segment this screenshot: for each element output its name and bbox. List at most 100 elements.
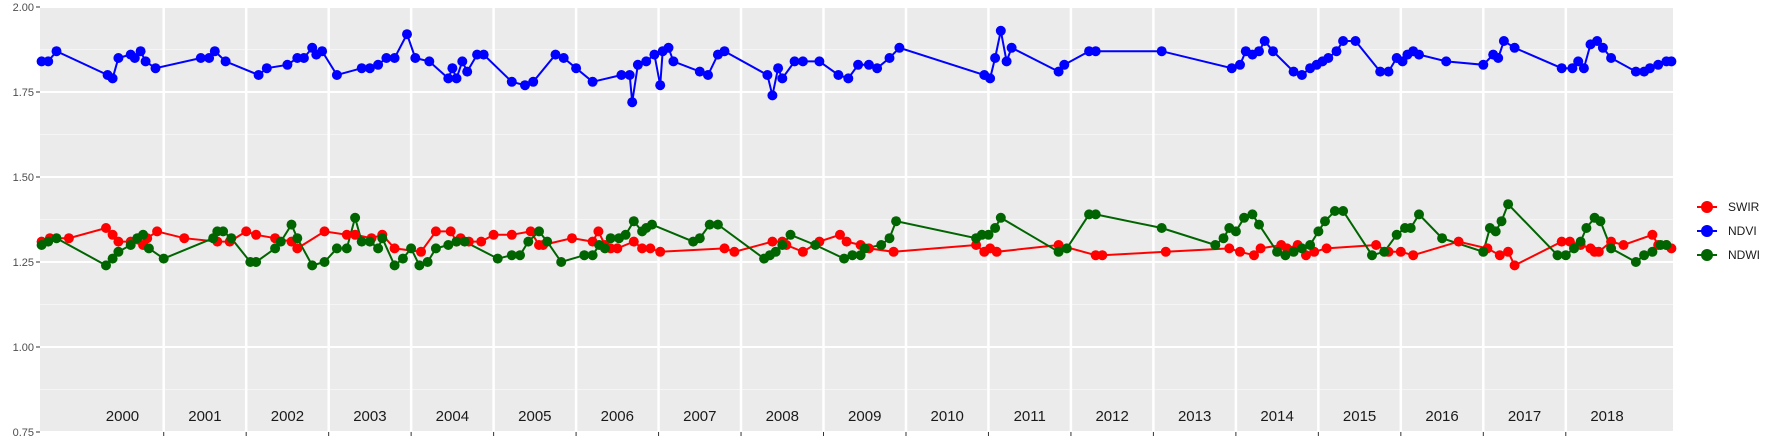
ndwi-point [647, 219, 657, 230]
ndwi-point [307, 260, 318, 271]
ndwi-point [275, 236, 286, 247]
ndwi-point [1272, 246, 1283, 257]
ndwi-point [810, 240, 821, 250]
year-label: 2002 [271, 408, 304, 425]
swir-point [350, 229, 361, 240]
ndwi-point [770, 246, 781, 257]
ndwi-point [884, 233, 895, 244]
swir-point [1224, 243, 1235, 254]
swir-point [1371, 240, 1382, 250]
ndvi-point [506, 76, 517, 87]
ndvi-point [1597, 42, 1608, 53]
ndvi-point [1090, 46, 1101, 57]
ndwi-point [251, 257, 262, 267]
ndvi-point [298, 53, 309, 63]
ndvi-point [140, 56, 151, 67]
ndvi-point [1666, 56, 1677, 67]
ndwi-point [1367, 250, 1377, 261]
swir-point [341, 229, 352, 240]
year-label: 2000 [106, 408, 139, 425]
swir-point [729, 246, 740, 257]
ndwi-point [1379, 246, 1390, 257]
swir-point [1255, 243, 1266, 254]
ndvi-point [364, 63, 375, 74]
swir-point [107, 229, 118, 240]
ndwi-point [1405, 223, 1416, 233]
ndwi-point [286, 219, 297, 230]
ndvi-point [789, 56, 800, 67]
swir-point [292, 243, 303, 254]
ndvi-point [195, 53, 206, 63]
year-label: 2013 [1178, 408, 1211, 425]
swir-point [113, 236, 124, 247]
legend-marker-swir [1701, 201, 1713, 213]
ndwi-point [1552, 250, 1563, 261]
ndvi-point [884, 53, 895, 63]
ndwi-point [620, 229, 631, 240]
swir-point [835, 229, 845, 240]
ndwi-point [1288, 246, 1299, 257]
ndvi-point [261, 63, 272, 74]
ndvi-point [1383, 66, 1394, 77]
swir-point [389, 243, 400, 254]
swir-point [1618, 240, 1629, 250]
year-label: 2001 [188, 408, 221, 425]
swir-point [1321, 243, 1332, 254]
swir-point [179, 233, 190, 244]
ndvi-point [1226, 63, 1237, 74]
swir-point [1593, 246, 1604, 257]
y-tick-label: 1.75 [13, 87, 34, 99]
ndvi-point [767, 90, 778, 101]
ndwi-point [1575, 236, 1586, 247]
ndwi-point [443, 240, 454, 250]
ndvi-point [356, 63, 367, 74]
ndwi-point [785, 229, 796, 240]
ndwi-point [1313, 226, 1324, 237]
ndvi-point [317, 46, 328, 57]
swir-point [430, 226, 441, 237]
ndvi-point [457, 56, 468, 67]
ndwi-point [270, 243, 281, 254]
ndwi-point [1218, 233, 1229, 244]
ndwi-point [1560, 250, 1571, 261]
ndvi-point [777, 73, 788, 84]
ndwi-point [1478, 246, 1489, 257]
swir-point [152, 226, 163, 237]
ndvi-point [627, 97, 638, 108]
swir-point [1647, 229, 1658, 240]
ndvi-point [204, 53, 215, 63]
ndwi-point [579, 250, 590, 261]
swir-point [841, 236, 852, 247]
ndwi-point [389, 260, 400, 271]
ndwi-point [1630, 257, 1641, 267]
swir-point [476, 236, 487, 247]
ndvi-point [797, 56, 808, 67]
ndvi-point [253, 70, 264, 80]
ndwi-point [542, 236, 553, 247]
ndvi-point [1338, 36, 1349, 46]
ndvi-point [703, 70, 713, 80]
axis-layer: 0.75 1.00 1.25 1.50 1.75 2.00 [13, 2, 1567, 439]
year-label: 2007 [683, 408, 716, 425]
ndvi-point [1259, 36, 1270, 46]
ndvi-point [616, 70, 627, 80]
ndwi-point [1437, 233, 1448, 244]
legend-marker-ndwi [1701, 249, 1713, 261]
ndvi-point [451, 73, 462, 84]
ndvi-point [1375, 66, 1386, 77]
ndvi-point [1493, 53, 1504, 63]
ndvi-point [995, 25, 1006, 36]
swir-point [241, 226, 252, 237]
ndwi-point [125, 240, 136, 250]
ndvi-point [1556, 63, 1567, 74]
ndwi-point [1247, 209, 1258, 220]
ndwi-point [319, 257, 330, 267]
ndwi-point [430, 243, 441, 254]
ndvi-point [528, 76, 539, 87]
ndvi-point [402, 29, 412, 40]
ndwi-point [847, 250, 858, 261]
ndvi-point [150, 63, 161, 74]
swir-point [628, 236, 639, 247]
year-label: 2017 [1508, 408, 1541, 425]
ndwi-point [158, 253, 169, 264]
